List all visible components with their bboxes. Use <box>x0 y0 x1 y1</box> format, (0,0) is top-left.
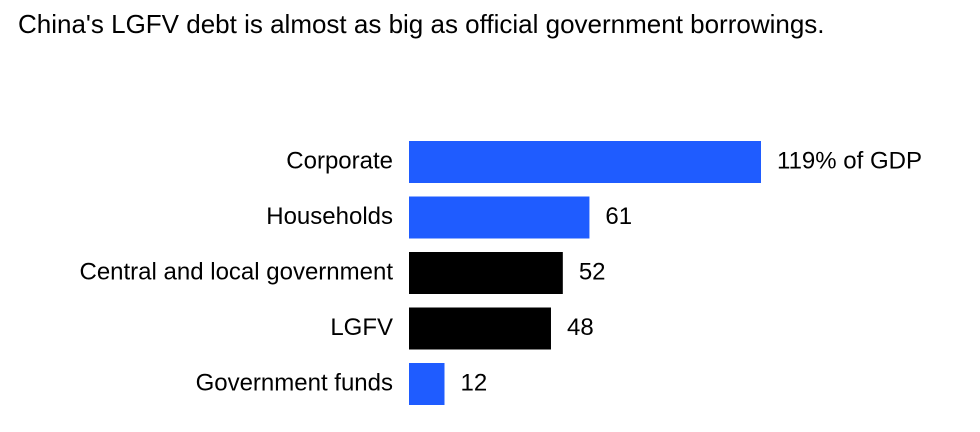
value-label: 52 <box>579 258 606 285</box>
bar <box>409 141 761 183</box>
bar <box>409 363 445 405</box>
bar <box>409 196 590 239</box>
value-label: 61 <box>605 203 632 230</box>
category-label: Central and local government <box>79 258 393 285</box>
category-label: Corporate <box>286 147 393 174</box>
value-label: 119% of GDP <box>777 147 922 174</box>
category-label: LGFV <box>330 314 393 341</box>
category-label: Households <box>266 203 393 230</box>
bar <box>409 307 551 350</box>
bar <box>409 252 563 294</box>
value-label: 12 <box>460 369 487 396</box>
value-label: 48 <box>567 314 594 341</box>
category-label: Government funds <box>196 369 393 396</box>
chart-title: China's LGFV debt is almost as big as of… <box>18 9 825 39</box>
